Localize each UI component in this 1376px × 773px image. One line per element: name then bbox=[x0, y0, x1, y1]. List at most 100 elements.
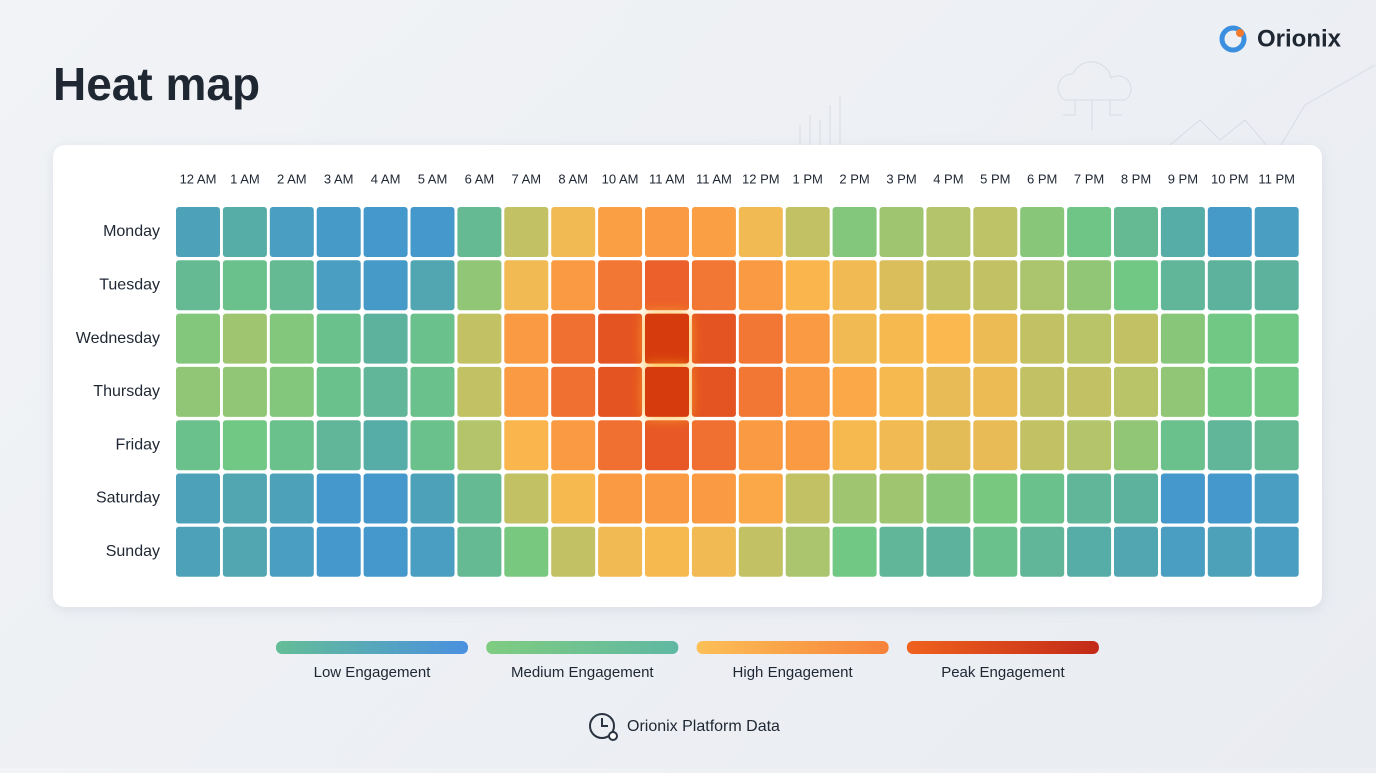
heat-cell bbox=[410, 366, 455, 417]
x-tick-label: 6 AM bbox=[465, 171, 495, 186]
heat-cell bbox=[832, 526, 877, 577]
heat-cell bbox=[738, 473, 783, 524]
heat-cell bbox=[1114, 207, 1158, 257]
heat-cell bbox=[738, 420, 783, 471]
y-tick-label: Saturday bbox=[96, 490, 160, 507]
heat-cell bbox=[738, 526, 783, 577]
heat-cell bbox=[738, 207, 783, 257]
heat-cell bbox=[1067, 420, 1112, 471]
heat-cell bbox=[691, 260, 736, 311]
heat-cell bbox=[598, 420, 643, 471]
heat-cell bbox=[222, 420, 267, 471]
heat-cell bbox=[691, 420, 736, 471]
heat-cell bbox=[691, 473, 736, 524]
heat-cell bbox=[785, 366, 830, 417]
x-tick-label: 11 AM bbox=[649, 171, 685, 186]
heat-cell bbox=[1254, 526, 1299, 577]
x-tick-label: 11 AM bbox=[696, 171, 732, 186]
heat-cell bbox=[1207, 260, 1252, 311]
heat-cell bbox=[926, 420, 971, 471]
x-tick-label: 11 PM bbox=[1258, 171, 1295, 186]
heat-cell bbox=[879, 526, 924, 577]
heat-cell bbox=[363, 420, 408, 471]
heat-cell bbox=[785, 260, 830, 311]
heat-cell bbox=[176, 420, 220, 471]
heat-cell bbox=[1067, 313, 1112, 364]
heat-cell bbox=[551, 366, 596, 417]
heat-cell bbox=[410, 260, 455, 311]
heat-cell bbox=[363, 366, 408, 417]
heat-cell bbox=[1020, 473, 1065, 524]
heat-cell bbox=[1254, 260, 1299, 311]
logo-dot bbox=[1236, 29, 1244, 37]
heat-cell bbox=[176, 526, 220, 577]
heat-cell bbox=[1207, 313, 1252, 364]
heat-cell bbox=[691, 366, 736, 417]
y-tick-label: Sunday bbox=[106, 543, 160, 560]
x-tick-label: 10 PM bbox=[1211, 171, 1249, 186]
heat-cell bbox=[1067, 366, 1112, 417]
heat-cell bbox=[1160, 473, 1205, 524]
heat-cell bbox=[1067, 207, 1112, 257]
heat-cell bbox=[316, 207, 361, 257]
heat-cell bbox=[973, 526, 1018, 577]
heat-cell bbox=[176, 366, 220, 417]
heat-cell bbox=[973, 260, 1018, 311]
heat-cell bbox=[832, 473, 877, 524]
heat-cell bbox=[1160, 526, 1205, 577]
heat-cell bbox=[410, 207, 455, 257]
heat-cell bbox=[645, 526, 689, 577]
heat-cell bbox=[1020, 260, 1065, 311]
heat-cell bbox=[176, 313, 220, 364]
heat-cell bbox=[222, 366, 267, 417]
heat-cell bbox=[785, 313, 830, 364]
heat-cell bbox=[738, 313, 783, 364]
heat-cell bbox=[551, 207, 596, 257]
heat-cell bbox=[457, 366, 502, 417]
heat-cell bbox=[1114, 260, 1158, 311]
legend-label: Peak Engagement bbox=[941, 664, 1065, 681]
logo-icon bbox=[1219, 25, 1247, 53]
heat-cell bbox=[832, 313, 877, 364]
heat-cell bbox=[316, 420, 361, 471]
legend-label: Low Engagement bbox=[314, 664, 432, 681]
heat-cell bbox=[598, 526, 643, 577]
heat-cell bbox=[363, 526, 408, 577]
heat-cell bbox=[785, 526, 830, 577]
heat-cell bbox=[973, 366, 1018, 417]
heat-cell bbox=[832, 260, 877, 311]
x-tick-label: 2 PM bbox=[839, 171, 869, 186]
heat-cell bbox=[504, 420, 549, 471]
heat-cell bbox=[269, 473, 314, 524]
x-tick-label: 12 PM bbox=[742, 171, 780, 186]
legend-swatch bbox=[486, 641, 679, 654]
heat-cell bbox=[1254, 473, 1299, 524]
x-tick-label: 7 PM bbox=[1074, 171, 1104, 186]
source-icon bbox=[589, 713, 618, 741]
heat-cell bbox=[1114, 313, 1158, 364]
heat-cell bbox=[457, 526, 502, 577]
heat-cell bbox=[316, 526, 361, 577]
heat-cell bbox=[551, 473, 596, 524]
x-tick-label: 4 PM bbox=[933, 171, 963, 186]
heat-cell bbox=[1114, 366, 1158, 417]
heat-cell bbox=[1207, 207, 1252, 257]
heat-cell bbox=[551, 420, 596, 471]
x-tick-label: 6 PM bbox=[1027, 171, 1057, 186]
heat-cell bbox=[269, 366, 314, 417]
heat-cell bbox=[222, 207, 267, 257]
heat-cell bbox=[1020, 366, 1065, 417]
heat-cell bbox=[738, 366, 783, 417]
heat-cell bbox=[551, 526, 596, 577]
heat-cell bbox=[1207, 420, 1252, 471]
heat-cell bbox=[691, 526, 736, 577]
source: Orionix Platform Data bbox=[627, 718, 780, 735]
heat-cell bbox=[1207, 526, 1252, 577]
heat-cell bbox=[410, 313, 455, 364]
heat-cell bbox=[457, 207, 502, 257]
heat-cell bbox=[410, 420, 455, 471]
legend-swatch bbox=[696, 641, 889, 654]
heat-cell bbox=[832, 207, 877, 257]
heat-cell bbox=[1067, 473, 1112, 524]
cell-group bbox=[176, 207, 1299, 577]
